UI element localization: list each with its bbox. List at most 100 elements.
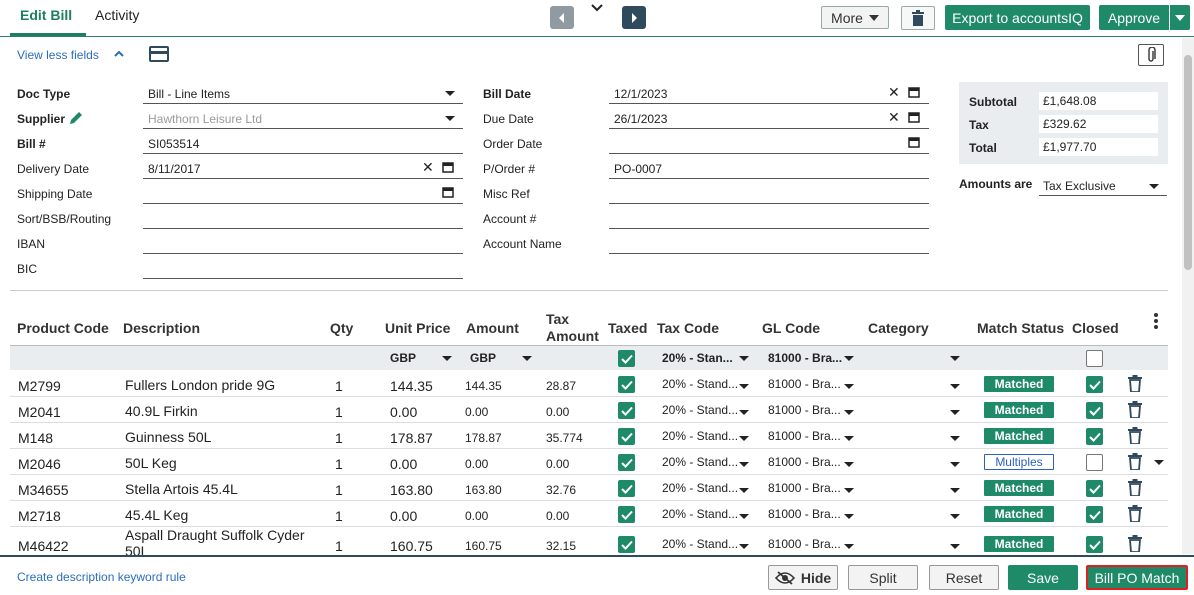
bic-input[interactable] (143, 257, 463, 279)
gl-code-select[interactable]: 81000 - Bra... (768, 537, 841, 551)
category-select-caret-icon[interactable] (950, 436, 960, 441)
gl-code-select[interactable]: 81000 - Bra... (768, 455, 841, 469)
category-select-caret-icon[interactable] (950, 544, 960, 549)
bill-selector-chevron-button[interactable] (590, 2, 604, 17)
tax-amount-cell[interactable]: 35.774 (546, 431, 583, 445)
taxed-checkbox[interactable] (618, 454, 635, 471)
po-number-input[interactable]: PO-0007 (609, 157, 929, 179)
product-code-cell[interactable]: M2041 (18, 404, 61, 420)
calendar-icon[interactable] (908, 86, 920, 101)
clear-due-date-icon[interactable]: ✕ (888, 109, 900, 125)
caret-down-icon[interactable] (739, 544, 749, 549)
closed-checkbox[interactable] (1086, 402, 1103, 419)
table-row[interactable]: M2046 50L Keg 1 0.00 0.00 0.00 20% - Stand... 8… (10, 449, 1168, 475)
save-button[interactable]: Save (1008, 565, 1078, 590)
amount-cell[interactable]: 0.00 (465, 457, 489, 471)
caret-down-icon[interactable] (739, 514, 749, 519)
match-status-badge[interactable]: Matched (984, 402, 1054, 418)
delete-row-trash-icon[interactable] (1128, 427, 1142, 447)
delete-row-trash-icon[interactable] (1128, 401, 1142, 421)
amount-cell[interactable]: 0.00 (465, 405, 489, 419)
unit-price-cell[interactable]: 163.80 (390, 482, 433, 498)
more-vertical-icon[interactable] (1153, 312, 1159, 333)
qty-cell[interactable]: 1 (335, 404, 343, 420)
caret-down-icon[interactable] (844, 410, 854, 415)
scrollbar-thumb[interactable] (1184, 55, 1192, 270)
product-code-cell[interactable]: M2799 (18, 378, 61, 394)
taxed-checkbox[interactable] (618, 480, 635, 497)
delete-row-trash-icon[interactable] (1128, 535, 1142, 555)
split-button[interactable]: Split (848, 565, 918, 590)
tax-amount-cell[interactable]: 0.00 (546, 457, 570, 471)
caret-down-icon[interactable] (739, 488, 749, 493)
tax-code-select[interactable]: 20% - Stand... (662, 455, 739, 469)
caret-down-icon[interactable] (739, 410, 749, 415)
clear-delivery-date-icon[interactable]: ✕ (422, 159, 434, 175)
qty-cell[interactable]: 1 (335, 456, 343, 472)
delivery-date-input[interactable]: 8/11/2017 ✕ (143, 157, 463, 179)
tax-code-select[interactable]: 20% - Stand... (662, 537, 739, 551)
supplier-select[interactable]: Hawthorn Leisure Ltd (143, 107, 463, 129)
description-cell[interactable]: Guinness 50L (125, 429, 212, 445)
tax-code-select[interactable]: 20% - Stand... (662, 403, 739, 417)
closed-checkbox[interactable] (1086, 376, 1103, 393)
tax-code-select[interactable]: 20% - Stand... (662, 507, 739, 521)
category-select-caret-icon[interactable] (950, 488, 960, 493)
tax-code-select[interactable]: 20% - Stand... (662, 429, 739, 443)
approve-button[interactable]: Approve (1099, 5, 1169, 30)
match-status-badge[interactable]: Matched (984, 536, 1054, 552)
amount-cell[interactable]: 163.80 (465, 483, 502, 497)
caret-down-icon[interactable] (739, 462, 749, 467)
product-code-cell[interactable]: M34655 (18, 482, 69, 498)
caret-down-icon[interactable] (844, 384, 854, 389)
taxed-checkbox[interactable] (618, 376, 635, 393)
closed-checkbox[interactable] (1086, 428, 1103, 445)
bill-date-input[interactable]: 12/1/2023 ✕ (609, 82, 929, 104)
table-row[interactable]: M34655 Stella Artois 45.4L 1 163.80 163.80 32… (10, 475, 1168, 501)
product-code-cell[interactable]: M2046 (18, 456, 61, 472)
calendar-icon[interactable] (908, 111, 920, 126)
description-cell[interactable]: 50L Keg (125, 455, 177, 471)
tab-activity[interactable]: Activity (95, 7, 140, 23)
qty-cell[interactable]: 1 (335, 508, 343, 524)
delete-row-trash-icon[interactable] (1128, 375, 1142, 395)
calendar-icon[interactable] (442, 161, 454, 176)
match-status-badge[interactable]: Matched (984, 428, 1054, 444)
qty-cell[interactable]: 1 (335, 378, 343, 394)
gl-code-select[interactable]: 81000 - Bra... (768, 377, 841, 391)
match-status-badge[interactable]: Multiples (984, 454, 1054, 470)
unit-price-currency-filter[interactable]: GBP (390, 351, 417, 365)
unit-price-cell[interactable]: 144.35 (390, 378, 433, 394)
misc-ref-input[interactable] (609, 182, 929, 204)
tax-amount-cell[interactable]: 0.00 (546, 509, 570, 523)
caret-down-icon[interactable] (739, 436, 749, 441)
amount-cell[interactable]: 178.87 (465, 431, 502, 445)
unit-price-cell[interactable]: 0.00 (390, 508, 418, 524)
chevron-up-icon[interactable] (112, 47, 126, 64)
match-status-badge[interactable]: Matched (984, 506, 1054, 522)
taxed-checkbox[interactable] (618, 402, 635, 419)
table-row[interactable]: M2799 Fullers London pride 9G 1 144.35 144.3… (10, 371, 1168, 397)
category-select-caret-icon[interactable] (950, 384, 960, 389)
doc-type-select[interactable]: Bill - Line Items (143, 82, 463, 104)
taxed-checkbox[interactable] (618, 536, 635, 553)
amount-cell[interactable]: 144.35 (465, 379, 502, 393)
gl-code-select[interactable]: 81000 - Bra... (768, 507, 841, 521)
qty-cell[interactable]: 1 (335, 538, 343, 554)
category-select-caret-icon[interactable] (950, 462, 960, 467)
caret-down-icon[interactable] (844, 488, 854, 493)
unit-price-cell[interactable]: 178.87 (390, 430, 433, 446)
table-row[interactable]: M148 Guinness 50L 1 178.87 178.87 35.774 20% -… (10, 423, 1168, 449)
description-cell[interactable]: 40.9L Firkin (125, 403, 198, 419)
description-cell[interactable]: 45.4L Keg (125, 507, 189, 523)
caret-down-icon[interactable] (522, 356, 532, 361)
gl-code-select[interactable]: 81000 - Bra... (768, 403, 841, 417)
attachment-button[interactable] (1138, 44, 1164, 66)
taxed-checkbox[interactable] (618, 428, 635, 445)
export-to-accountsiq-button[interactable]: Export to accountsIQ (945, 5, 1090, 30)
reset-button[interactable]: Reset (929, 565, 999, 590)
amount-currency-filter[interactable]: GBP (470, 351, 497, 365)
closed-checkbox[interactable] (1086, 506, 1103, 523)
iban-input[interactable] (143, 232, 463, 254)
table-row[interactable]: M2041 40.9L Firkin 1 0.00 0.00 0.00 20% - Stan… (10, 397, 1168, 423)
